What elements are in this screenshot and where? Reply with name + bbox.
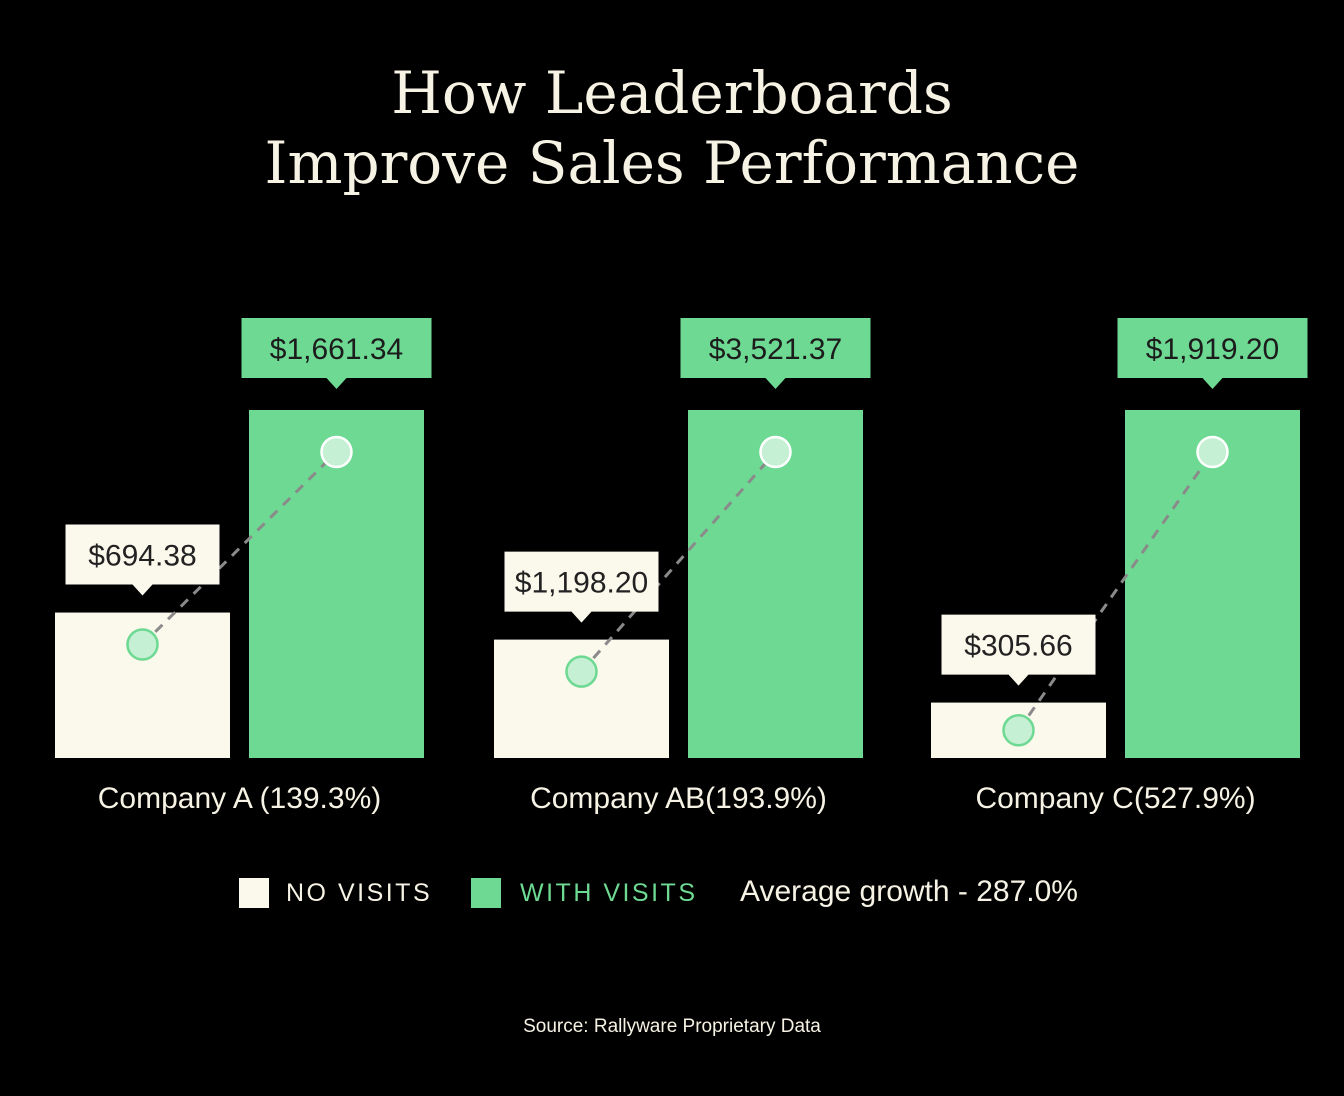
category-label-1: Company A (139.3%) [98,782,382,815]
data-label-no-visits-3-box [941,614,1096,686]
legend-label-with-visits: WITH VISITS [520,879,698,907]
data-label-with-visits-1-text: $1,661.34 [270,333,403,366]
chart-title-line-2: Improve Sales Performance [264,129,1080,197]
source-note: Source: Rallyware Proprietary Data [523,1016,821,1037]
marker-no-visits-1 [126,628,159,661]
data-label-with-visits-3-text: $1,919.20 [1146,333,1279,366]
marker-no-visits-3 [1002,714,1035,747]
growth-line-3 [1017,451,1214,732]
legend-swatch-no-visits [239,878,269,908]
data-label-no-visits-2-text: $1,198.20 [515,567,648,600]
data-label-no-visits-1-text: $694.38 [88,540,196,573]
chart-title-line-1: How Leaderboards [391,59,953,127]
growth-line-1 [141,450,338,646]
data-label-no-visits-2-box [504,551,659,623]
data-label-with-visits-3-box [1117,318,1308,389]
marker-with-visits-2 [759,435,792,469]
data-label-no-visits-3-text: $305.66 [964,630,1072,663]
category-label-3: Company C(527.9%) [975,782,1255,815]
growth-line-2 [580,451,777,673]
legend-swatch-with-visits [471,878,501,908]
legend: NO VISITS WITH VISITS Average growth - 2… [0,866,1344,918]
legend-label-no-visits: NO VISITS [286,879,433,907]
data-label-with-visits-2-box [680,318,871,389]
category-label-2: Company AB(193.9%) [530,782,827,815]
average-growth-label: Average growth - 287.0% [740,875,1078,908]
data-label-no-visits-1-box [65,524,220,596]
data-label-with-visits-2-text: $3,521.37 [709,333,842,366]
chart-title: How Leaderboards Improve Sales Performan… [0,58,1344,198]
marker-no-visits-2 [565,655,598,688]
marker-with-visits-1 [320,435,353,469]
marker-with-visits-3 [1196,435,1229,469]
data-label-with-visits-1-box [241,318,432,389]
